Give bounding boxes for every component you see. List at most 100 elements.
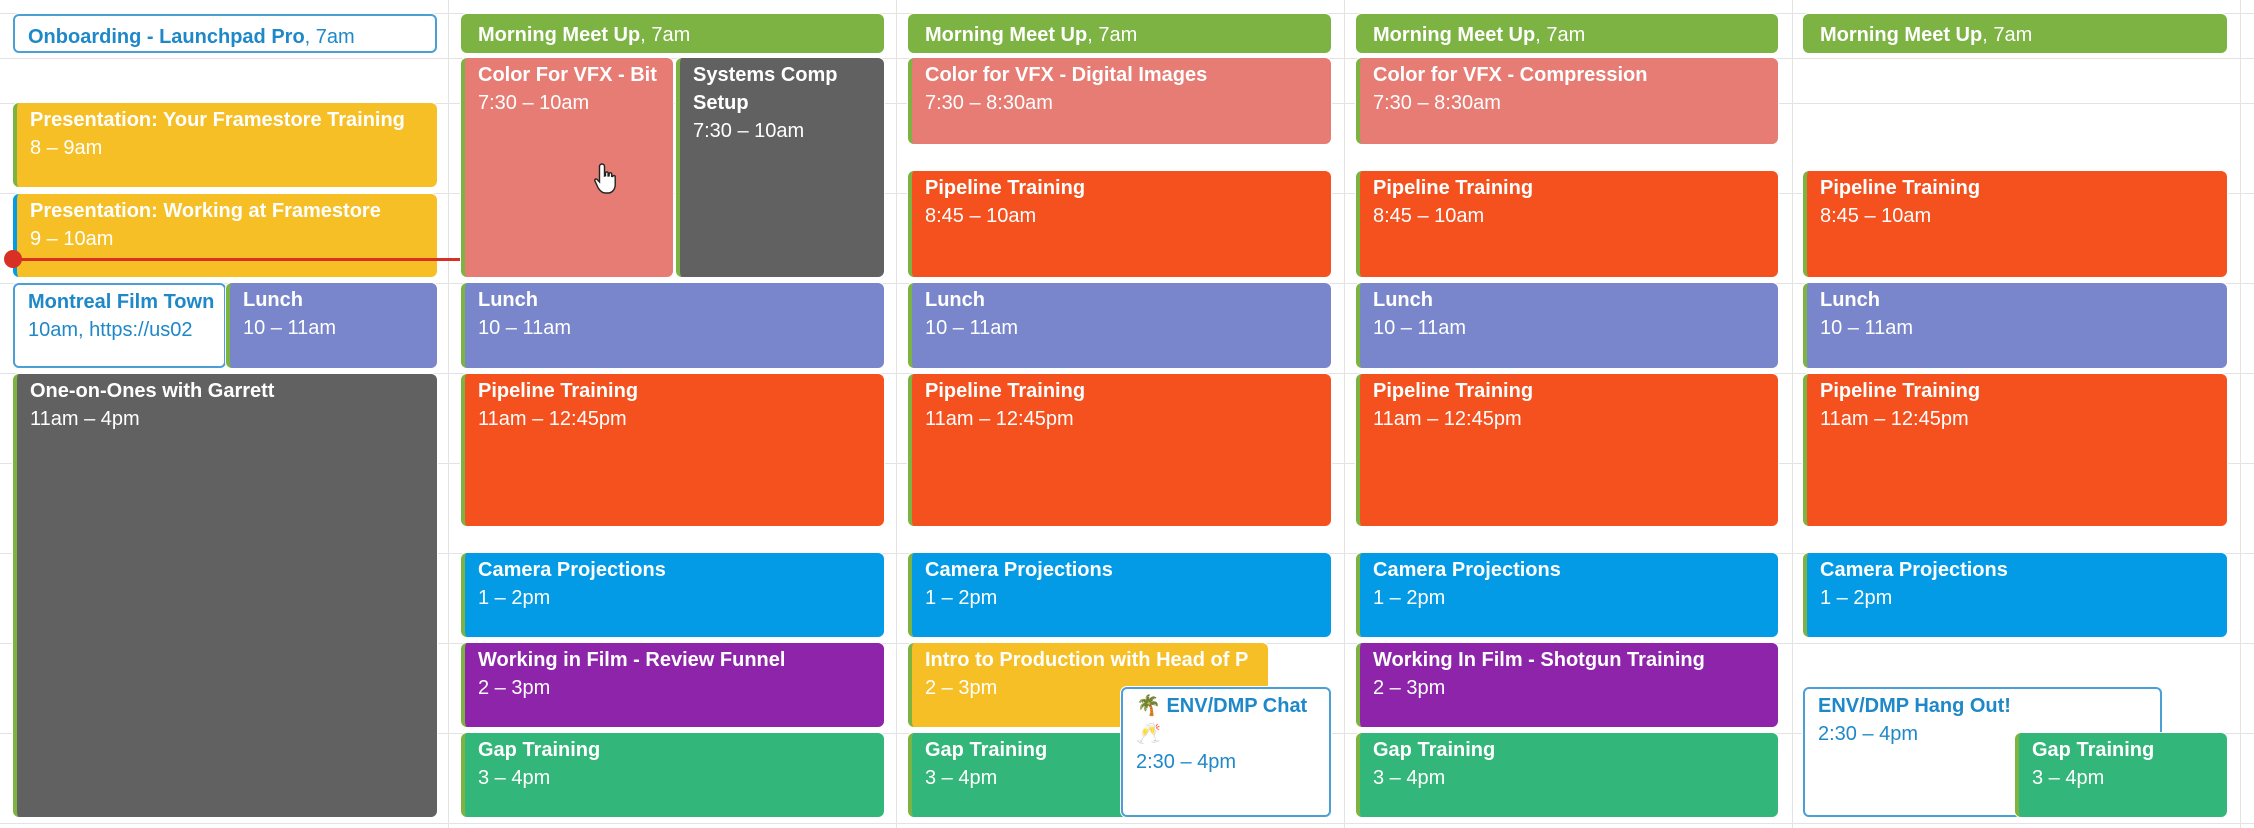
calendar-event[interactable]: Gap Training 3 – 4pm bbox=[461, 733, 884, 817]
event-time: 1 – 2pm bbox=[1820, 587, 1893, 609]
event-title: Pipeline Training bbox=[478, 380, 639, 402]
calendar-event[interactable]: Pipeline Training 11am – 12:45pm bbox=[1803, 374, 2227, 526]
calendar-event[interactable]: Pipeline Training 11am – 12:45pm bbox=[908, 374, 1331, 526]
event-title: Camera Projections bbox=[1373, 559, 1561, 581]
event-time: 7:30 – 8:30am bbox=[1373, 92, 1501, 114]
calendar-event[interactable]: Camera Projections 1 – 2pm bbox=[1803, 553, 2227, 637]
separator: , bbox=[304, 26, 316, 48]
event-title: Camera Projections bbox=[478, 559, 666, 581]
event-time: 7am bbox=[651, 24, 691, 46]
calendar-event[interactable]: Morning Meet Up, 7am bbox=[1803, 14, 2227, 53]
event-title: One-on-Ones with Garrett bbox=[30, 380, 275, 402]
calendar-event[interactable]: Camera Projections 1 – 2pm bbox=[908, 553, 1331, 637]
calendar-event[interactable]: Pipeline Training 8:45 – 10am bbox=[908, 171, 1331, 277]
calendar-event[interactable]: Working In Film - Shotgun Training 2 – 3p… bbox=[1356, 643, 1778, 727]
event-title: Pipeline Training bbox=[1820, 177, 1981, 199]
separator: , bbox=[1087, 24, 1099, 46]
event-time: 2 – 3pm bbox=[1373, 677, 1446, 699]
calendar-event[interactable]: Lunch 10 – 11am bbox=[461, 283, 884, 368]
event-time: 3 – 4pm bbox=[925, 767, 998, 789]
calendar-event[interactable]: Presentation: Working at Framestore 9 – 1… bbox=[13, 194, 437, 277]
calendar-event[interactable]: Color for VFX - Compression 7:30 – 8:30am bbox=[1356, 58, 1778, 144]
event-time: 7am bbox=[1098, 24, 1138, 46]
event-time: 10 – 11am bbox=[1373, 317, 1467, 339]
event-time: 7am bbox=[1546, 24, 1586, 46]
calendar-event[interactable]: Gap Training 3 – 4pm bbox=[1356, 733, 1778, 817]
hour-gridline bbox=[0, 13, 2254, 14]
event-title: Lunch bbox=[1373, 289, 1433, 311]
event-time: 8:45 – 10am bbox=[1820, 205, 1932, 227]
event-title: Pipeline Training bbox=[1373, 380, 1534, 402]
event-time: 7am bbox=[315, 26, 355, 48]
calendar-event[interactable]: Montreal Film Town 10am, https://us02 bbox=[13, 283, 226, 368]
calendar-event[interactable]: 🌴 ENV/DMP Chat 🥂 2:30 – 4pm bbox=[1121, 687, 1331, 817]
event-time: 2:30 – 4pm bbox=[1818, 723, 1919, 745]
day-divider bbox=[2240, 0, 2241, 828]
event-title: Morning Meet Up bbox=[925, 24, 1088, 46]
calendar-event[interactable]: Onboarding - Launchpad Pro, 7am bbox=[13, 14, 437, 53]
calendar-event[interactable]: Systems Comp Setup 7:30 – 10am bbox=[676, 58, 884, 277]
event-time: 7:30 – 8:30am bbox=[925, 92, 1053, 114]
calendar-event[interactable]: One-on-Ones with Garrett 11am – 4pm bbox=[13, 374, 437, 817]
event-time: 3 – 4pm bbox=[1373, 767, 1446, 789]
calendar-event[interactable]: Morning Meet Up, 7am bbox=[908, 14, 1331, 53]
event-time: 10am, https://us02 bbox=[28, 319, 193, 341]
event-title: Working In Film - Shotgun Training bbox=[1373, 649, 1705, 671]
event-title: Gap Training bbox=[2032, 739, 2155, 761]
calendar-event[interactable]: Lunch 10 – 11am bbox=[908, 283, 1331, 368]
event-time: 10 – 11am bbox=[1820, 317, 1914, 339]
calendar-event[interactable]: Presentation: Your Framestore Training 8 … bbox=[13, 103, 437, 187]
event-title: Working in Film - Review Funnel bbox=[478, 649, 786, 671]
event-time: 3 – 4pm bbox=[478, 767, 551, 789]
event-title: 🌴 ENV/DMP Chat 🥂 bbox=[1136, 695, 1308, 745]
calendar-event[interactable]: Lunch 10 – 11am bbox=[226, 283, 437, 368]
event-title: Color for VFX - Compression bbox=[1373, 64, 1648, 86]
event-title: Lunch bbox=[478, 289, 538, 311]
calendar-event[interactable]: Morning Meet Up, 7am bbox=[461, 14, 884, 53]
event-time: 2 – 3pm bbox=[478, 677, 551, 699]
calendar-event[interactable]: Morning Meet Up, 7am bbox=[1356, 14, 1778, 53]
event-title: Montreal Film Town bbox=[28, 291, 215, 313]
event-title: Gap Training bbox=[925, 739, 1048, 761]
day-divider bbox=[1344, 0, 1345, 828]
calendar-event[interactable]: Pipeline Training 8:45 – 10am bbox=[1803, 171, 2227, 277]
event-time: 11am – 12:45pm bbox=[1820, 408, 1969, 430]
day-divider bbox=[448, 0, 449, 828]
event-time: 2:30 – 4pm bbox=[1136, 751, 1237, 773]
event-title: Lunch bbox=[1820, 289, 1880, 311]
calendar-event[interactable]: Pipeline Training 8:45 – 10am bbox=[1356, 171, 1778, 277]
calendar-event[interactable]: Lunch 10 – 11am bbox=[1803, 283, 2227, 368]
event-title: Camera Projections bbox=[1820, 559, 2008, 581]
calendar-event[interactable]: Pipeline Training 11am – 12:45pm bbox=[461, 374, 884, 526]
event-title: Color for VFX - Digital Images bbox=[925, 64, 1208, 86]
event-time: 11am – 12:45pm bbox=[478, 408, 627, 430]
current-time-dot bbox=[4, 250, 22, 268]
event-title: Pipeline Training bbox=[925, 177, 1086, 199]
event-title: ENV/DMP Hang Out! bbox=[1818, 695, 2011, 717]
event-title: Gap Training bbox=[478, 739, 601, 761]
separator: , bbox=[1982, 24, 1994, 46]
event-time: 1 – 2pm bbox=[1373, 587, 1446, 609]
calendar-event[interactable]: Color for VFX - Digital Images 7:30 – 8:3… bbox=[908, 58, 1331, 144]
event-time: 11am – 4pm bbox=[30, 408, 140, 430]
calendar-event[interactable]: Pipeline Training 11am – 12:45pm bbox=[1356, 374, 1778, 526]
calendar-event[interactable]: Gap Training 3 – 4pm bbox=[2015, 733, 2227, 817]
event-time: 8 – 9am bbox=[30, 137, 103, 159]
event-time: 7:30 – 10am bbox=[478, 92, 590, 114]
calendar-event[interactable]: Camera Projections 1 – 2pm bbox=[1356, 553, 1778, 637]
event-title: Presentation: Working at Framestore bbox=[30, 200, 381, 222]
calendar-event[interactable]: Camera Projections 1 – 2pm bbox=[461, 553, 884, 637]
event-title: Lunch bbox=[925, 289, 985, 311]
calendar-event[interactable]: Lunch 10 – 11am bbox=[1356, 283, 1778, 368]
event-title: Morning Meet Up bbox=[478, 24, 641, 46]
event-time: 10 – 11am bbox=[925, 317, 1019, 339]
event-title: Intro to Production with Head of P bbox=[925, 649, 1249, 671]
day-divider bbox=[896, 0, 897, 828]
event-title: Pipeline Training bbox=[925, 380, 1086, 402]
event-title: Morning Meet Up bbox=[1820, 24, 1983, 46]
event-title: Presentation: Your Framestore Training bbox=[30, 109, 405, 131]
calendar-event[interactable]: Color For VFX - Bit 7:30 – 10am bbox=[461, 58, 673, 277]
event-time: 1 – 2pm bbox=[478, 587, 551, 609]
event-time: 11am – 12:45pm bbox=[1373, 408, 1522, 430]
calendar-event[interactable]: Working in Film - Review Funnel 2 – 3pm bbox=[461, 643, 884, 727]
